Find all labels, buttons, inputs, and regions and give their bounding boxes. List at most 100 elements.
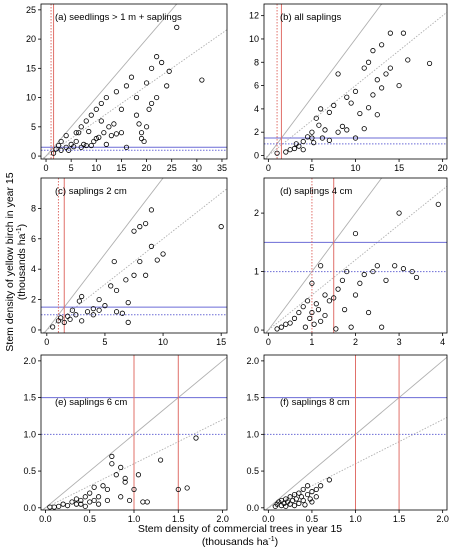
panel-a-point: [63, 133, 69, 139]
y-axis-label-upper-line1: Stem density of yellow birch in year 15: [4, 172, 16, 351]
panel-b-point: [387, 65, 393, 71]
panel-d-point: [344, 268, 350, 275]
panel-b-point: [370, 92, 376, 98]
panel-d-point: [357, 280, 363, 286]
panel-f-point: [287, 501, 293, 507]
panel-e-point: [82, 494, 88, 500]
panel-a-point: [143, 80, 150, 86]
panel-c-point: [143, 220, 149, 227]
panel-e-point: [184, 485, 190, 491]
panel-d-point: [335, 286, 341, 292]
panel-a-ref-line-dotted: [41, 29, 227, 159]
panel-e-point: [95, 501, 102, 507]
panel-c-point: [125, 300, 131, 306]
panel-b-point: [370, 48, 376, 54]
panel-d-point: [309, 280, 315, 286]
panel-c-ref-line-solid: [43, 178, 164, 333]
panel-a-point: [164, 83, 170, 89]
panel-e-x-tick-label: 0.0: [39, 514, 52, 524]
panel-b-point: [348, 100, 354, 106]
panel-a-x-tick-label: 5: [69, 163, 74, 173]
panel-c-point: [154, 257, 160, 263]
panel-e-x-tick-label: 2.0: [216, 514, 229, 524]
panel-f: 0.0 0.5 1.0 1.5 2.0 0.0 0.5 1.0 1.5 2.0 (f) saplin…: [246, 354, 449, 524]
panel-a-point: [148, 100, 155, 107]
panel-a-point: [50, 150, 57, 156]
panel-a-point: [86, 128, 92, 135]
panel-a-point: [111, 121, 117, 127]
panel-d-ref-line-solid: [265, 178, 383, 333]
panel-e-point: [87, 499, 93, 505]
panel-a-point: [133, 94, 140, 101]
panel-c-point: [131, 228, 137, 234]
panel-b-y-tick-label: 8: [254, 57, 259, 67]
panel-d-frame: [263, 177, 448, 334]
panel-c-point: [111, 258, 117, 265]
panel-f-point: [318, 483, 324, 489]
panel-c-point: [218, 224, 224, 230]
panel-c: 0 5 10 15 0 2 4 6 8 (c) saplings 2 cm: [31, 177, 228, 347]
panel-c-y-tick-label: 2: [31, 295, 36, 305]
panel-b-point: [405, 57, 411, 63]
panel-a-point: [154, 94, 160, 101]
panel-a-point: [98, 118, 104, 124]
panel-d-point: [304, 298, 311, 304]
panel-b-point: [335, 71, 341, 77]
panel-b-x-tick-label: 15: [394, 163, 404, 173]
panel-e-point: [109, 453, 115, 459]
panel-f-point: [291, 502, 298, 509]
panel-e-point: [95, 494, 102, 500]
panel-d-point: [409, 268, 415, 275]
panel-b-y-tick-label: 12: [249, 11, 259, 21]
panel-f-point: [302, 502, 308, 508]
panel-b-point: [344, 127, 350, 133]
panel-a-x-tick-label: 25: [167, 163, 177, 173]
panel-b-point: [300, 138, 306, 145]
panel-d-title: (d) saplings 4 cm: [280, 186, 352, 197]
panel-c-point: [113, 287, 120, 294]
panel-a-point: [66, 147, 72, 153]
panel-a-point: [166, 68, 172, 74]
panel-d-point: [300, 304, 306, 310]
panel-d-point: [274, 326, 280, 332]
panel-f-point: [283, 503, 289, 509]
panel-f-point: [300, 486, 306, 493]
panel-a-point: [138, 135, 145, 142]
panel-a-point: [88, 142, 94, 149]
panel-f-point: [304, 483, 311, 489]
panel-a-point: [73, 130, 79, 136]
panel-b-point: [335, 129, 341, 135]
panel-e-point: [78, 497, 84, 504]
panel-a-y-tick-label: 20: [26, 34, 36, 44]
panel-a-y-tick-label: 0: [31, 151, 36, 161]
panel-f-x-tick-label: 1.0: [349, 514, 362, 524]
panel-b-point: [361, 65, 367, 71]
panel-d-point: [333, 326, 339, 332]
panel-b-x-tick-label: 10: [350, 163, 360, 173]
panel-a-x-tick-label: 30: [192, 163, 202, 173]
panel-a-point: [81, 141, 87, 147]
panel-d-point: [370, 268, 376, 275]
panel-e-point: [91, 497, 97, 504]
panel-b-ref-line-solid: [265, 4, 383, 159]
panel-a-point: [128, 74, 135, 80]
panel-b-point: [326, 137, 332, 143]
panel-a-point: [138, 130, 145, 136]
panel-d-point: [342, 307, 348, 313]
panel-b-y-tick-label: 4: [254, 104, 259, 114]
panel-c-point: [123, 277, 129, 283]
panel-c-x-tick-label: 15: [216, 337, 226, 347]
panel-f-y-tick-label: 2.0: [246, 356, 259, 366]
panel-c-point: [137, 224, 143, 230]
panel-a-point: [136, 121, 142, 127]
panel-a-point: [174, 24, 180, 30]
panel-b-y-tick-label: 2: [254, 127, 259, 137]
panel-a-point: [88, 112, 94, 118]
panel-d: 0 1 2 3 4 0 1 2 (d) saplings 4 cm: [254, 177, 448, 347]
panel-a-y-tick-label: 10: [26, 93, 36, 103]
panel-a-point: [55, 142, 62, 149]
panel-c-point: [61, 319, 67, 325]
panel-b-point: [352, 88, 359, 95]
panel-e-x-tick-label: 1.5: [172, 514, 185, 524]
